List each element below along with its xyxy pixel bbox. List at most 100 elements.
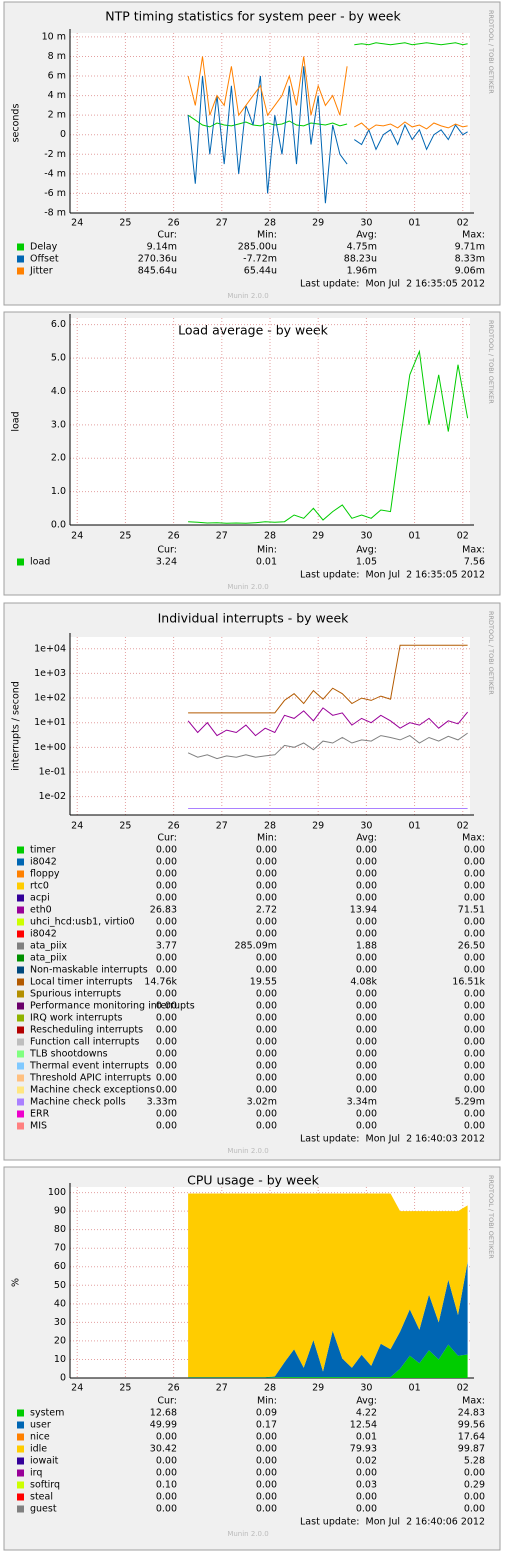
legend-cur: 270.36u	[138, 254, 177, 265]
y-tick-label: 1e+04	[34, 643, 66, 654]
legend-swatch	[17, 990, 24, 998]
legend-cur: 0.00	[156, 965, 177, 976]
legend-avg: 0.00	[356, 1013, 377, 1024]
x-tick-label: 01	[409, 218, 421, 229]
legend-avg: 0.00	[356, 953, 377, 964]
legend-min: 0.00	[256, 1025, 277, 1036]
legend-max: 0.00	[464, 881, 485, 892]
legend-swatch	[17, 930, 24, 938]
legend-avg: 0.00	[356, 965, 377, 976]
legend-name: eth0	[30, 905, 52, 916]
legend-name: load	[30, 557, 50, 568]
legend-avg: 12.54	[350, 1420, 377, 1431]
y-tick-label: 50	[54, 1280, 66, 1291]
legend-header: Max:	[462, 833, 485, 844]
legend-avg: 0.00	[356, 1037, 377, 1048]
y-tick-label: 1e-02	[39, 791, 66, 802]
x-tick-label: 26	[168, 218, 180, 229]
y-tick-label: 100	[48, 1187, 66, 1198]
legend-avg: 1.88	[356, 941, 377, 952]
chart-title: Load average - by week	[178, 323, 328, 338]
y-tick-label: -4 m	[44, 168, 66, 179]
legend-cur: 0.00	[156, 1061, 177, 1072]
y-tick-label: 60	[54, 1261, 66, 1272]
y-tick-label: 0	[60, 1373, 66, 1384]
legend-header: Avg:	[356, 230, 377, 241]
legend-cur: 3.33m	[147, 1097, 177, 1108]
legend-avg: 79.93	[350, 1444, 377, 1455]
legend-max: 26.50	[458, 941, 485, 952]
legend-min: 0.00	[256, 1432, 277, 1443]
legend-swatch	[17, 1469, 24, 1477]
last-update: Last update: Mon Jul 2 16:40:06 2012	[300, 1517, 485, 1528]
legend-header: Cur:	[157, 833, 177, 844]
legend-min: 0.00	[256, 1492, 277, 1503]
legend-name: Jitter	[29, 266, 53, 277]
footer: Munin 2.0.0	[227, 1530, 268, 1538]
series-line	[187, 66, 468, 204]
legend-cur: 0.10	[156, 1480, 177, 1491]
y-tick-label: 1e-01	[39, 766, 66, 777]
legend-min: 0.01	[256, 557, 277, 568]
footer: Munin 2.0.0	[227, 292, 268, 300]
y-tick-label: 1e+03	[34, 668, 66, 679]
legend-max: 0.00	[464, 1109, 485, 1120]
legend-max: 71.51	[458, 905, 485, 916]
legend-cur: 9.14m	[147, 242, 177, 253]
legend-swatch	[17, 1122, 24, 1130]
series-line	[187, 732, 468, 760]
legend-max: 0.00	[464, 1049, 485, 1060]
legend-max: 0.00	[464, 1025, 485, 1036]
stacked-area	[188, 1344, 468, 1378]
legend-swatch	[17, 267, 24, 275]
legend-swatch	[17, 1409, 24, 1417]
legend-swatch	[17, 966, 24, 974]
legend-min: 285.09m	[235, 941, 278, 952]
legend-cur: 0.00	[156, 1013, 177, 1024]
last-update: Last update: Mon Jul 2 16:35:05 2012	[300, 570, 485, 581]
legend-swatch	[17, 978, 24, 986]
legend-avg: 0.00	[356, 1001, 377, 1012]
legend-swatch	[17, 1086, 24, 1094]
legend-name: ata_piix	[30, 941, 67, 952]
legend-header: Avg:	[356, 545, 377, 556]
legend-cur: 26.83	[150, 905, 177, 916]
legend-min: 0.00	[256, 1109, 277, 1120]
legend-cur: 0.00	[156, 1492, 177, 1503]
x-tick-label: 26	[168, 821, 180, 832]
legend-name: system	[30, 1408, 64, 1419]
legend-avg: 0.01	[356, 1432, 377, 1443]
y-tick-label: 4.0	[51, 386, 66, 397]
legend-avg: 13.94	[350, 905, 377, 916]
legend-avg: 0.00	[356, 1109, 377, 1120]
legend-header: Cur:	[157, 1396, 177, 1407]
y-tick-label: 10	[54, 1354, 66, 1365]
legend-swatch	[17, 1110, 24, 1118]
legend-min: 0.00	[256, 1468, 277, 1479]
legend-cur: 0.00	[156, 1109, 177, 1120]
legend-min: 0.00	[256, 881, 277, 892]
legend-name: IRQ work interrupts	[30, 1013, 123, 1024]
x-tick-label: 30	[360, 218, 372, 229]
y-tick-label: 80	[54, 1224, 66, 1235]
legend-cur: 0.00	[156, 1432, 177, 1443]
legend-cur: 0.00	[156, 989, 177, 1000]
legend-swatch	[17, 243, 24, 251]
legend-avg: 0.03	[356, 1480, 377, 1491]
legend-header: Min:	[257, 230, 277, 241]
legend-avg: 0.00	[356, 1073, 377, 1084]
legend-swatch	[17, 858, 24, 866]
legend-cur: 0.00	[156, 1001, 177, 1012]
legend-avg: 0.00	[356, 1468, 377, 1479]
legend-swatch	[17, 942, 24, 950]
legend-cur: 845.64u	[138, 266, 177, 277]
legend-cur: 12.68	[150, 1408, 177, 1419]
legend-avg: 1.96m	[347, 266, 377, 277]
legend-cur: 0.00	[156, 881, 177, 892]
legend-swatch	[17, 882, 24, 890]
legend-min: 0.00	[256, 929, 277, 940]
legend-name: Performance monitoring interrupts	[30, 1001, 195, 1012]
legend-cur: 14.76k	[144, 977, 177, 988]
legend-name: guest	[30, 1504, 57, 1515]
watermark: RRDTOOL / TOBI OETIKER	[487, 10, 495, 94]
